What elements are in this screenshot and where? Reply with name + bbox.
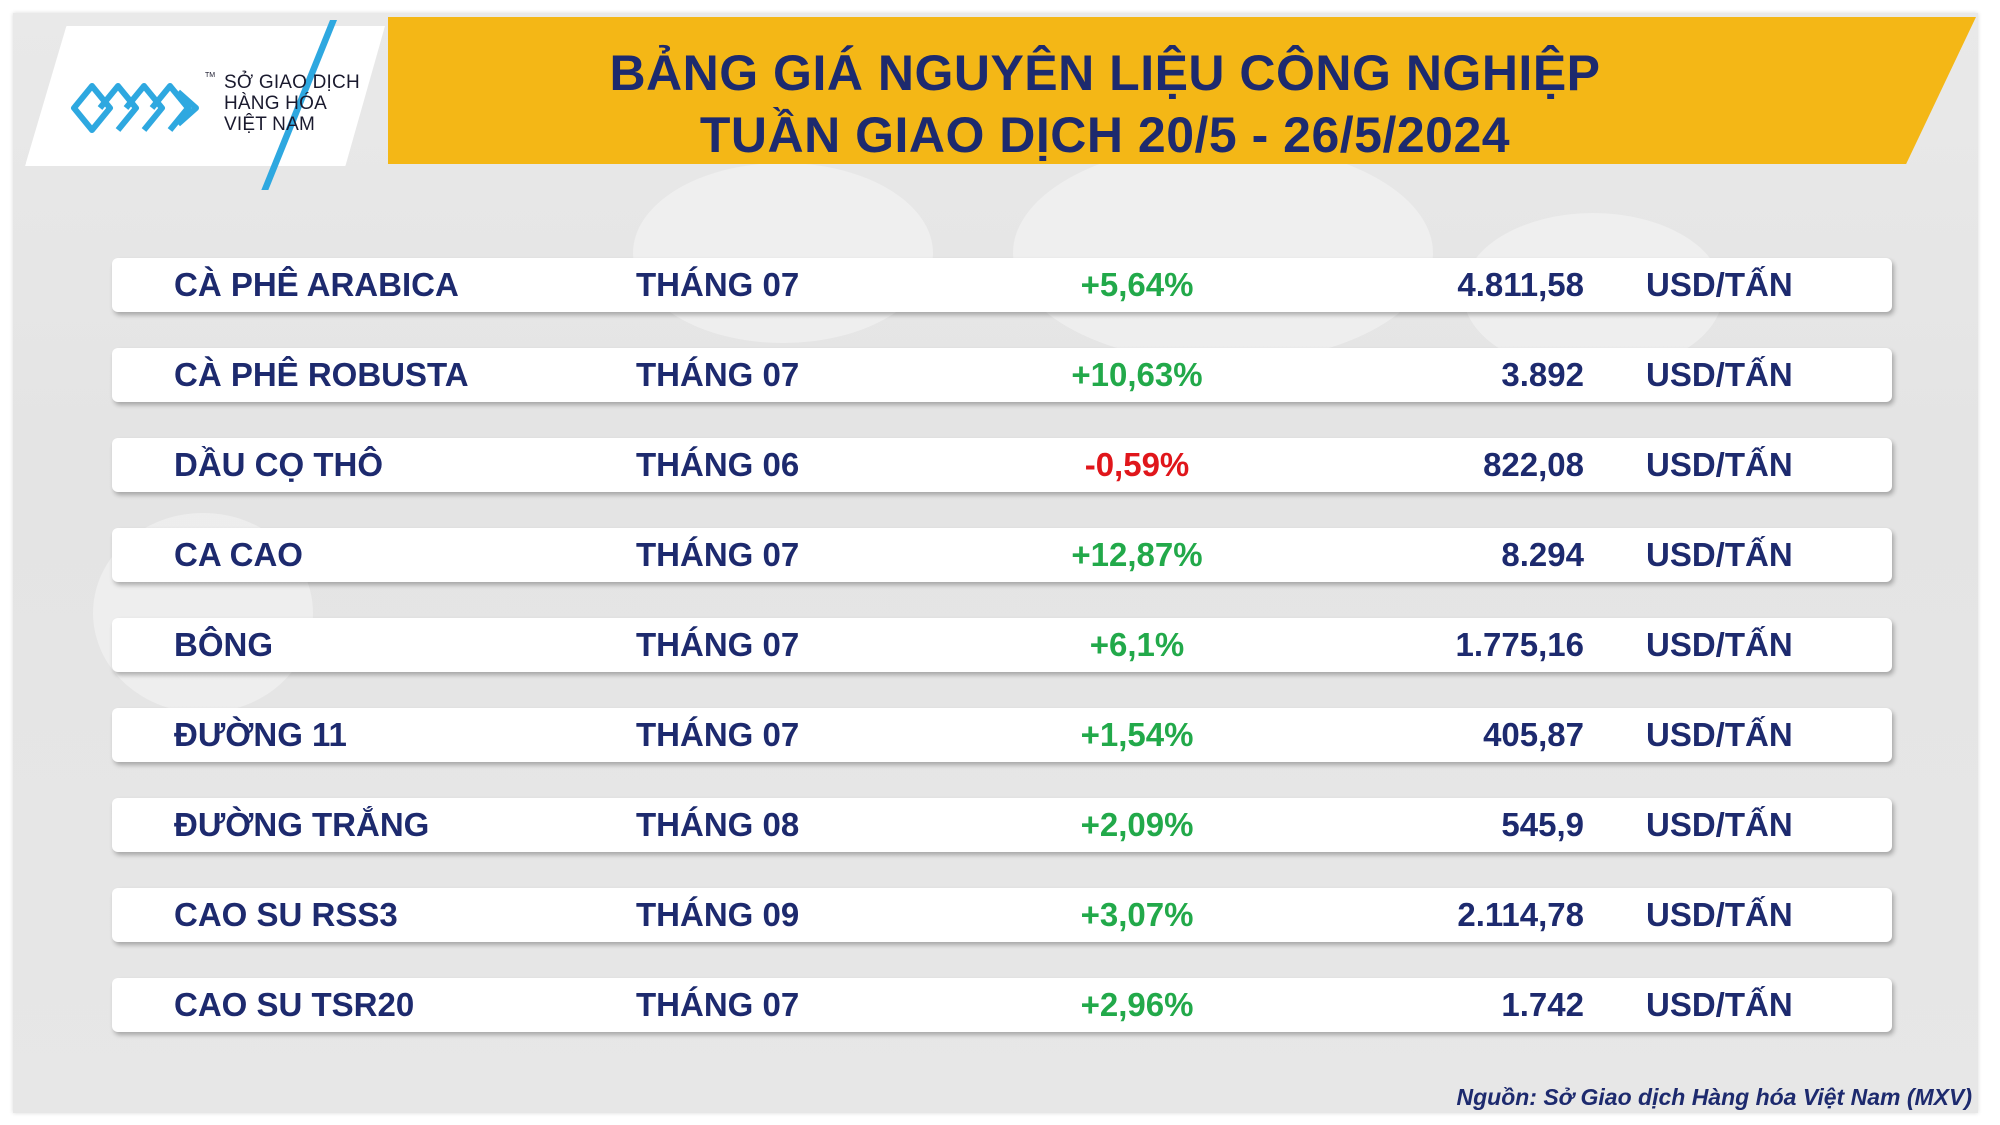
contract-month: THÁNG 07	[636, 626, 800, 663]
commodity-name: ĐƯỜNG TRẮNG	[174, 806, 430, 843]
price-unit: USD/TẤN	[1646, 716, 1793, 753]
table-row: DẦU CỌ THÔ THÁNG 06 -0,59% 822,08 USD/TẤN	[112, 438, 1892, 492]
price-change: +3,07%	[1080, 896, 1194, 933]
price-change: +1,54%	[1080, 716, 1194, 753]
price-value: 4.811,58	[1457, 266, 1584, 303]
price-change: +10,63%	[1071, 356, 1203, 393]
logo-line: SỞ GIAO DỊCH	[224, 72, 360, 93]
title-line-2: TUẦN GIAO DỊCH 20/5 - 26/5/2024	[699, 107, 1511, 163]
price-value: 405,87	[1483, 716, 1584, 753]
contract-month: THÁNG 09	[636, 896, 800, 933]
contract-month: THÁNG 07	[636, 536, 800, 573]
price-value: 3.892	[1501, 356, 1584, 393]
price-unit: USD/TẤN	[1646, 266, 1793, 303]
mxv-logo-icon	[71, 83, 199, 133]
contract-month: THÁNG 07	[636, 716, 800, 753]
commodity-name: CÀ PHÊ ROBUSTA	[174, 356, 469, 393]
price-value: 8.294	[1501, 536, 1584, 573]
price-value: 545,9	[1501, 806, 1584, 843]
page-title: BẢNG GIÁ NGUYÊN LIỆU CÔNG NGHIỆP TUẦN GI…	[420, 42, 1790, 166]
logo-wordmark: SỞ GIAO DỊCH HÀNG HÓA VIỆT NAM	[224, 72, 364, 135]
table-row: CAO SU RSS3 THÁNG 09 +3,07% 2.114,78 USD/TẤN	[112, 888, 1892, 942]
background-decoration	[633, 163, 933, 343]
contract-month: THÁNG 07	[636, 356, 800, 393]
header-banner	[388, 17, 1976, 164]
table-row: CAO SU TSR20 THÁNG 07 +2,96% 1.742 USD/TẤN	[112, 978, 1892, 1032]
price-change: -0,59%	[1084, 446, 1190, 483]
price-unit: USD/TẤN	[1646, 446, 1793, 483]
table-row: BÔNG THÁNG 07 +6,1% 1.775,16 USD/TẤN	[112, 618, 1892, 672]
price-change: +12,87%	[1071, 536, 1203, 573]
price-change: +2,09%	[1080, 806, 1194, 843]
price-unit: USD/TẤN	[1646, 536, 1793, 573]
price-value: 1.775,16	[1455, 626, 1584, 663]
commodity-name: CA CAO	[174, 536, 303, 573]
price-value: 822,08	[1483, 446, 1584, 483]
table-row: ĐƯỜNG 11 THÁNG 07 +1,54% 405,87 USD/TẤN	[112, 708, 1892, 762]
contract-month: THÁNG 06	[636, 446, 800, 483]
commodity-name: CÀ PHÊ ARABICA	[174, 266, 459, 303]
price-change: +6,1%	[1089, 626, 1185, 663]
title-line-1: BẢNG GIÁ NGUYÊN LIỆU CÔNG NGHIỆP	[609, 45, 1601, 101]
price-unit: USD/TẤN	[1646, 356, 1793, 393]
table-row: CÀ PHÊ ROBUSTA THÁNG 07 +10,63% 3.892 USD/TẤ…	[112, 348, 1892, 402]
trademark-symbol: TM	[205, 72, 216, 79]
table-row: CA CAO THÁNG 07 +12,87% 8.294 USD/TẤN	[112, 528, 1892, 582]
price-value: 2.114,78	[1457, 896, 1584, 933]
price-unit: USD/TẤN	[1646, 626, 1793, 663]
contract-month: THÁNG 08	[636, 806, 800, 843]
price-unit: USD/TẤN	[1646, 896, 1793, 933]
commodity-name: BÔNG	[174, 626, 273, 663]
commodity-name: DẦU CỌ THÔ	[174, 446, 383, 483]
price-unit: USD/TẤN	[1646, 806, 1793, 843]
background-decoration	[1013, 143, 1433, 363]
commodity-name: CAO SU RSS3	[174, 896, 398, 933]
commodity-name: ĐƯỜNG 11	[174, 716, 347, 753]
price-value: 1.742	[1501, 986, 1584, 1023]
commodity-name: CAO SU TSR20	[174, 986, 415, 1023]
logo-line: HÀNG HÓA	[224, 93, 327, 114]
table-row: ĐƯỜNG TRẮNG THÁNG 08 +2,09% 545,9 USD/TẤN	[112, 798, 1892, 852]
source-note: Nguồn: Sở Giao dịch Hàng hóa Việt Nam (M…	[1456, 1084, 1972, 1110]
price-unit: USD/TẤN	[1646, 986, 1793, 1023]
table-row: CÀ PHÊ ARABICA THÁNG 07 +5,64% 4.811,58 USD/…	[112, 258, 1892, 312]
price-change: +2,96%	[1080, 986, 1194, 1023]
price-change: +5,64%	[1080, 266, 1194, 303]
logo-line: VIỆT NAM	[224, 114, 315, 135]
contract-month: THÁNG 07	[636, 266, 800, 303]
contract-month: THÁNG 07	[636, 986, 800, 1023]
